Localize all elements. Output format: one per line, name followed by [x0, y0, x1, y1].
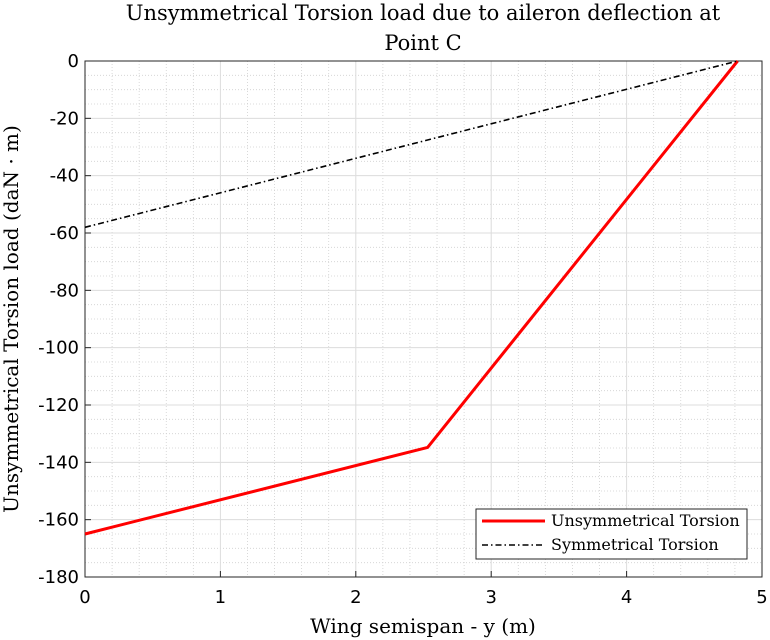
x-tick-label: 0 — [79, 587, 90, 608]
y-tick-label: -160 — [38, 510, 79, 531]
x-tick-label: 4 — [621, 587, 632, 608]
y-tick-label: -60 — [50, 223, 79, 244]
y-tick-label: -120 — [38, 395, 79, 416]
y-tick-label: -20 — [50, 108, 79, 129]
x-tick-label: 1 — [215, 587, 226, 608]
y-tick-label: -40 — [50, 166, 79, 187]
y-tick-label: -140 — [38, 452, 79, 473]
y-tick-label: -180 — [38, 567, 79, 588]
x-tick-label: 5 — [756, 587, 767, 608]
y-axis-label: Unsymmetrical Torsion load (daN · m) — [0, 125, 23, 513]
y-ticks: 0 -20 -40 -60 -80 -100 -120 -140 -160 -180 — [38, 51, 91, 588]
plot-frame — [84, 60, 763, 578]
legend-label-unsymmetrical: Unsymmetrical Torsion — [551, 511, 740, 530]
x-tick-label: 3 — [485, 587, 496, 608]
chart-title-line1: Unsymmetrical Torsion load due to ailero… — [126, 1, 721, 25]
legend-label-symmetrical: Symmetrical Torsion — [551, 535, 719, 554]
x-axis-label: Wing semispan - y (m) — [310, 614, 536, 638]
x-tick-label: 2 — [350, 587, 361, 608]
series-layer — [84, 60, 739, 536]
series-line-unsymmetrical-torsion — [84, 60, 739, 536]
legend-box — [475, 508, 748, 560]
plot-background — [85, 61, 762, 577]
y-tick-label: 0 — [68, 51, 79, 72]
y-tick-label: -80 — [50, 280, 79, 301]
x-ticks: 0 1 2 3 4 5 — [79, 571, 768, 608]
legend: Unsymmetrical Torsion Symmetrical Torsio… — [475, 508, 748, 560]
series-line-symmetrical-torsion — [84, 60, 738, 229]
y-tick-label: -100 — [38, 338, 79, 359]
chart-title-line2: Point C — [384, 31, 461, 55]
